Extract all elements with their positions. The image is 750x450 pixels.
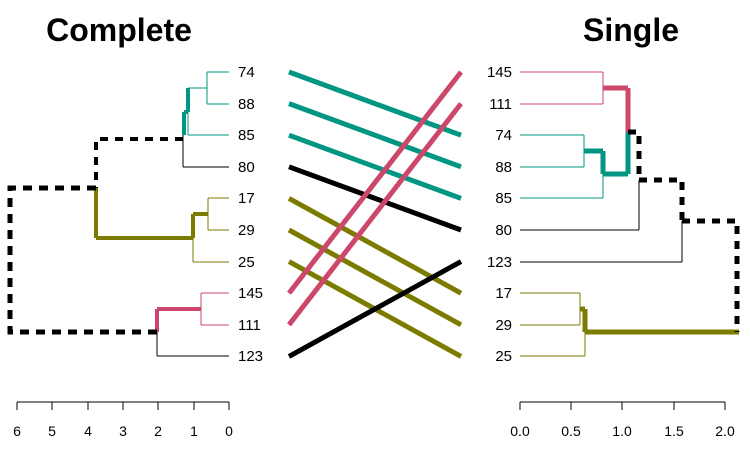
- right-leaf-label: 29: [495, 317, 512, 334]
- left-leaf-label: 111: [238, 317, 261, 334]
- left-dashed-root: [7, 185, 157, 335]
- connector-line-74: [288, 69, 462, 138]
- connector-lines: [287, 69, 463, 359]
- left-leaf-label: 29: [238, 222, 255, 239]
- left-leaf-label: 85: [238, 127, 255, 144]
- left-teal-branches: [188, 71, 229, 136]
- left-leaf-label: 74: [238, 64, 255, 81]
- right-leaf-label: 88: [495, 159, 512, 176]
- right-axis-tick-label: 1.0: [612, 423, 632, 439]
- right-leaf-labels: 145 111 74 88 85 80 123 17 29 25: [487, 64, 512, 365]
- right-123-branch: [520, 221, 683, 263]
- right-leaf-label: 111: [489, 96, 512, 113]
- connector-line-111: [287, 102, 463, 327]
- left-leaf-label: 80: [238, 159, 255, 176]
- left-olive-joins: [94, 188, 208, 240]
- left-pink-joins: [155, 307, 201, 332]
- connector-line-80: [288, 164, 462, 233]
- right-pink-branches: [520, 71, 604, 105]
- connector-line-85: [288, 132, 462, 201]
- right-axis-tick-label: 0.5: [561, 423, 581, 439]
- left-dashed-branch-upper: [94, 137, 183, 188]
- right-axis: 0.0 0.5 1.0 1.5 2.0: [510, 401, 735, 439]
- right-leaf-label: 123: [487, 254, 512, 271]
- left-pink-branches: [200, 292, 229, 326]
- connector-line-145: [287, 70, 463, 295]
- right-dendrogram: 145 111 74 88 85 80 123 17 29 25 0.0 0.5…: [487, 64, 740, 439]
- left-leaf-labels: 74 88 85 80 17 29 25 145 111 123: [238, 64, 263, 365]
- left-axis-tick-label: 6: [13, 423, 21, 439]
- left-leaf-label: 17: [238, 190, 255, 207]
- connector-line-88: [288, 101, 462, 170]
- right-axis-tick-label: 2.0: [715, 423, 735, 439]
- left-dendrogram: 74 88 85 80 17 29 25 145 111 123 6: [7, 64, 263, 439]
- left-dendrogram-title: Complete: [46, 12, 192, 48]
- left-teal-joins: [182, 88, 190, 135]
- left-axis-tick-label: 2: [154, 423, 162, 439]
- left-axis-tick-label: 1: [190, 423, 198, 439]
- right-dendrogram-title: Single: [583, 12, 679, 48]
- left-leaf-label: 145: [238, 285, 263, 302]
- left-80-branch: [182, 135, 229, 168]
- left-axis-tick-label: 3: [119, 423, 127, 439]
- left-leaf-label: 123: [238, 348, 263, 365]
- right-dashed-branch-mid: [639, 177, 685, 221]
- left-axis-tick-label: 4: [84, 423, 92, 439]
- right-teal-joins: [584, 132, 631, 177]
- right-leaf-label: 145: [487, 64, 512, 81]
- left-axis: 6 5 4 3 2 1 0: [13, 401, 233, 439]
- left-olive-branches: [192, 197, 229, 263]
- right-leaf-label: 17: [495, 285, 512, 302]
- left-leaf-label: 25: [238, 254, 255, 271]
- right-leaf-label: 85: [495, 190, 512, 207]
- right-axis-tick-label: 1.5: [664, 423, 684, 439]
- right-80-branch: [520, 180, 640, 231]
- right-dashed-branch-upper: [628, 129, 642, 180]
- left-leaf-label: 88: [238, 96, 255, 113]
- left-123-branch: [156, 332, 229, 357]
- right-leaf-label: 25: [495, 348, 512, 365]
- connector-line-29: [287, 227, 463, 327]
- connector-line-123: [287, 259, 463, 359]
- left-axis-tick-label: 0: [225, 423, 233, 439]
- right-teal-branches: [520, 134, 604, 199]
- right-leaf-label: 74: [495, 127, 512, 144]
- right-olive-joins: [580, 306, 739, 335]
- right-olive-branches: [520, 292, 586, 357]
- right-pink-joins: [603, 85, 631, 132]
- right-dashed-root: [682, 218, 740, 332]
- right-leaf-label: 80: [495, 222, 512, 239]
- right-axis-tick-label: 0.0: [510, 423, 530, 439]
- left-axis-tick-label: 5: [48, 423, 56, 439]
